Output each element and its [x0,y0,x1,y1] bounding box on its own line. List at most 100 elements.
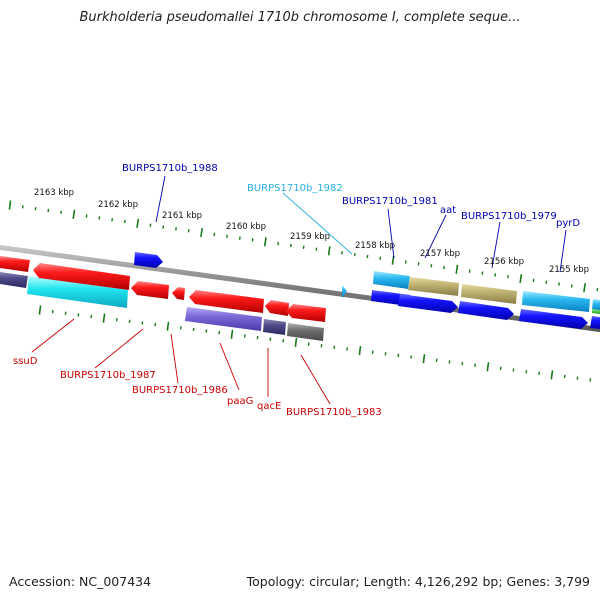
minor-tick [481,271,484,275]
major-tick [294,337,298,347]
gene-forward-inner-3[interactable] [458,301,514,320]
gene-burps1710b-1988[interactable] [134,252,163,268]
callout-paag [219,342,240,391]
minor-tick [149,223,152,227]
minor-tick [277,241,280,246]
major-tick [550,370,554,380]
major-tick [422,354,426,364]
reverse-gene-labels: ssuD BURPS1710b_1987 BURPS1710b_1986 paa… [13,356,382,418]
gene-reverse-inner-3[interactable] [287,323,324,341]
gene-burps1710b-1987[interactable] [33,263,130,290]
major-tick [102,313,106,323]
reverse-strand-genes [0,256,326,341]
kbp-label: 2159 kbp [290,232,330,242]
callout-burps1710b-1981 [387,208,395,259]
callout-burps1710b-1979 [491,221,501,269]
gene-label-ssud[interactable]: ssuD [13,356,38,367]
gene-label-paag[interactable]: paaG [227,396,253,407]
gene-label-burps1710b-1981[interactable]: BURPS1710b_1981 [342,196,438,207]
minor-tick [302,245,305,250]
minor-tick [98,216,101,220]
major-tick [136,218,140,228]
gene-forward-inner-5[interactable] [590,316,600,329]
gene-label-pyrd[interactable]: pyrD [556,218,580,229]
major-tick [583,283,586,293]
minor-tick [468,269,471,273]
gene-qace[interactable] [265,300,289,316]
gene-ssud[interactable] [27,276,128,308]
forward-strand-genes [134,252,600,329]
gene-forward-edge[interactable] [592,299,600,311]
minor-tick [60,210,62,215]
map-title: Burkholderia pseudomallei 1710b chromoso… [79,10,521,25]
major-tick [327,246,331,256]
gene-label-burps1710b-1983[interactable]: BURPS1710b_1983 [286,407,382,418]
gene-burps1710b-1982[interactable] [342,285,347,298]
gene-small-reverse[interactable] [172,287,185,300]
minor-tick [341,251,343,255]
callout-ssud [31,318,75,353]
gene-burps1710b-1983[interactable] [286,304,326,322]
gene-reverse-inner-1[interactable] [185,307,262,331]
callout-burps1710b-1987 [94,328,144,369]
major-tick [8,200,12,210]
gene-label-burps1710b-1982[interactable]: BURPS1710b_1982 [247,183,343,194]
accession-text: Accession: NC_007434 [9,574,152,589]
minor-tick [379,256,382,261]
gene-reverse-inner-2[interactable] [263,319,286,335]
gene-left-edge-slate[interactable] [0,272,28,288]
scale-ticks-outer [8,200,599,293]
gene-burps1710b-1979[interactable] [461,284,517,304]
minor-tick [21,205,24,209]
kbp-label: 2156 kbp [484,257,524,267]
minor-tick [353,252,356,257]
gene-aat[interactable] [408,277,459,296]
gene-pyrd[interactable] [522,291,590,312]
major-tick [200,227,203,238]
major-tick [455,264,459,274]
kbp-label: 2158 kbp [355,241,395,251]
minor-tick [226,234,228,239]
gene-label-burps1710b-1986[interactable]: BURPS1710b_1986 [132,385,228,396]
callout-aat [424,214,447,259]
scale-ticks-inner [38,305,592,382]
kbp-label: 2160 kbp [226,222,266,232]
major-tick [358,346,362,356]
kbp-label: 2157 kbp [420,249,460,259]
minor-tick [187,229,190,233]
minor-tick [596,287,599,292]
kbp-label: 2155 kbp [549,265,589,275]
gene-label-qace[interactable]: qacE [257,401,281,412]
callout-burps1710b-1982 [282,192,353,255]
minor-tick [315,247,318,251]
gene-label-burps1710b-1987[interactable]: BURPS1710b_1987 [60,370,156,381]
major-tick [166,321,170,331]
kbp-label: 2161 kbp [162,211,202,221]
callout-pyrd [559,229,567,273]
gene-forward-inner-4[interactable] [519,309,588,329]
gene-forward-edge-green[interactable] [592,309,600,314]
callout-burps1710b-1986 [170,333,179,384]
topology-summary: Topology: circular; Length: 4,126,292 bp… [246,574,590,589]
minor-tick [238,236,241,240]
gene-label-burps1710b-1979[interactable]: BURPS1710b_1979 [461,211,557,222]
kbp-label: 2163 kbp [34,188,74,198]
minor-tick [111,217,114,222]
gene-forward-inner-2[interactable] [398,294,458,313]
major-tick [230,329,234,339]
minor-tick [507,275,509,279]
major-tick [519,273,523,284]
callout-burps1710b-1988 [155,175,166,223]
gene-burps1710b-1986[interactable] [131,281,169,299]
kbp-scale-labels: 2163 kbp 2162 kbp 2161 kbp 2160 kbp 2159… [34,188,589,275]
gene-label-burps1710b-1988[interactable]: BURPS1710b_1988 [122,163,218,174]
gene-paag[interactable] [189,290,264,313]
gene-burps1710b-1981[interactable] [373,271,410,289]
gene-left-edge-red[interactable] [0,256,30,272]
kbp-label: 2162 kbp [98,200,138,210]
major-tick [72,209,76,219]
minor-tick [34,206,37,211]
gene-label-aat[interactable]: aat [440,205,456,216]
